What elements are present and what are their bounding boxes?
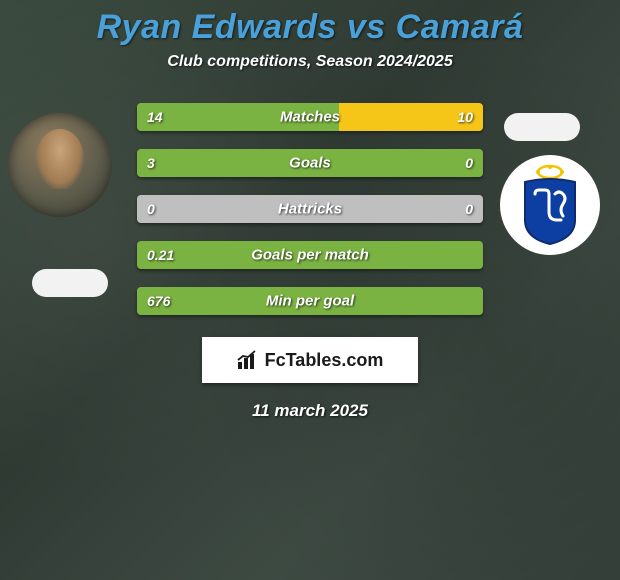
stat-row: Goals 3 0 [137, 149, 483, 177]
player2-name: Camará [396, 8, 524, 46]
stat-label: Goals per match [251, 247, 369, 264]
club-crest-icon [515, 164, 585, 246]
player1-avatar [8, 113, 112, 217]
stat-row: Matches 14 10 [137, 103, 483, 131]
stat-row: Hattricks 0 0 [137, 195, 483, 223]
stats-section: Matches 14 10 Goals 3 0 Hattricks 0 0 Goals per m… [0, 99, 620, 315]
page-title: Ryan Edwards vs Camará [0, 8, 620, 47]
stat-value-left: 3 [147, 155, 155, 171]
stat-label: Goals [289, 155, 331, 172]
stat-value-right: 0 [465, 201, 473, 217]
stat-value-left: 676 [147, 293, 170, 309]
date-label: 11 march 2025 [0, 401, 620, 421]
vs-label: vs [347, 8, 386, 46]
stat-value-right: 0 [465, 155, 473, 171]
player2-avatar [500, 155, 600, 255]
player2-flag [504, 113, 580, 141]
content: Ryan Edwards vs Camará Club competitions… [0, 0, 620, 421]
stat-label: Hattricks [278, 201, 342, 218]
stat-label: Matches [280, 109, 340, 126]
player1-flag [32, 269, 108, 297]
brand-text: FcTables.com [265, 350, 384, 371]
subtitle: Club competitions, Season 2024/2025 [0, 53, 620, 71]
stat-value-left: 0.21 [147, 247, 174, 263]
stat-value-left: 14 [147, 109, 163, 125]
player1-name: Ryan Edwards [97, 8, 337, 46]
stat-label: Min per goal [266, 293, 354, 310]
brand-box: FcTables.com [202, 337, 418, 383]
stat-row: Min per goal 676 [137, 287, 483, 315]
bar-chart-icon [237, 350, 259, 370]
stat-value-left: 0 [147, 201, 155, 217]
stat-value-right: 10 [457, 109, 473, 125]
stat-bars: Matches 14 10 Goals 3 0 Hattricks 0 0 Goals per m… [137, 103, 483, 315]
stat-row: Goals per match 0.21 [137, 241, 483, 269]
